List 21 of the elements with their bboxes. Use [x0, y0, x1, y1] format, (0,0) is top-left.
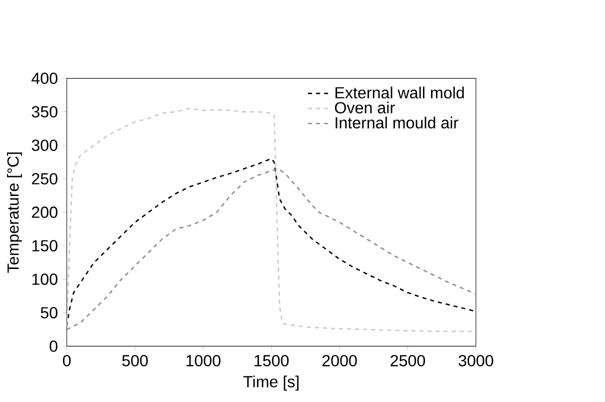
legend-label: Internal mould air — [336, 116, 458, 129]
legend-label: External wall mold — [336, 86, 464, 99]
x-tick-label: 2000 — [322, 355, 357, 367]
x-tick-label: 3000 — [458, 355, 494, 367]
y-tick-label: 100 — [32, 274, 58, 286]
y-tick-label: 50 — [40, 307, 58, 319]
x-axis-title: Time [s] — [243, 376, 299, 391]
y-tick-label: 0 — [50, 340, 58, 352]
y-axis-title: Temperature [°C] — [6, 152, 22, 274]
y-tick-label: 300 — [32, 140, 58, 152]
x-tick-label: 1000 — [186, 355, 220, 367]
y-tick-label: 200 — [32, 206, 58, 218]
x-tick-label: 2500 — [390, 355, 426, 367]
y-tick-label: 400 — [32, 72, 58, 84]
legend-label: Oven air — [334, 102, 395, 114]
y-tick-label: 250 — [32, 173, 58, 185]
y-tick-label: 150 — [32, 240, 58, 252]
x-tick-label: 0 — [62, 355, 71, 367]
x-tick-label: 1500 — [254, 355, 289, 367]
x-tick-label: 500 — [122, 355, 148, 367]
y-tick-label: 350 — [32, 106, 58, 118]
